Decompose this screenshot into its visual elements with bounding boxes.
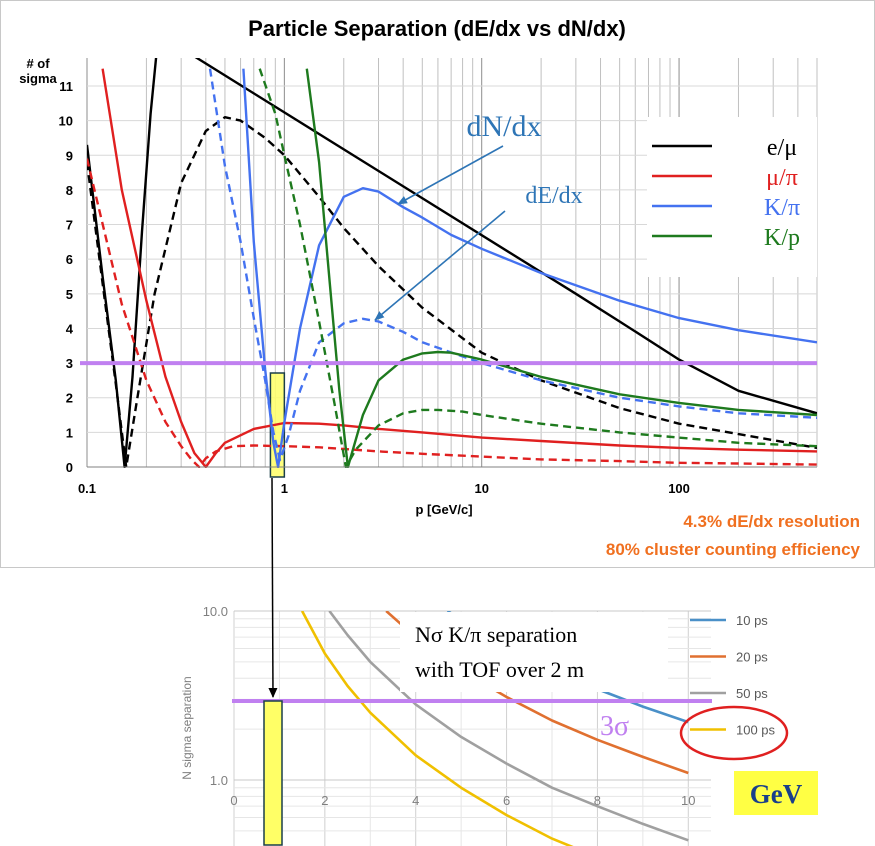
tof-x-tick-label: 0: [230, 793, 237, 808]
tof-annotation-line2: with TOF over 2 m: [415, 657, 584, 682]
tof-series-line: [300, 611, 574, 846]
x-tick-label: 1: [281, 481, 288, 496]
series-line: [208, 68, 817, 462]
x-tick-label: 10: [474, 481, 488, 496]
main-grid: [86, 58, 818, 468]
y-tick-label: 1: [66, 425, 73, 440]
series-line: [87, 158, 817, 468]
main-chart-panel: Particle Separation (dE/dx vs dN/dx) # o…: [0, 0, 875, 568]
tof-x-tick-label: 8: [594, 793, 601, 808]
y-tick-label: 3: [66, 356, 73, 371]
tof-legend-label: 100 ps: [736, 723, 776, 738]
tof-chart-panel: 1.0 10.0 0 2 4 6 8 10 N sigma separation Nσ K/π…: [180, 604, 818, 846]
x-axis-label: p [GeV/c]: [415, 502, 472, 517]
tof-x-tick-label: 4: [412, 793, 419, 808]
tof-y-axis-label: N sigma separation: [180, 676, 194, 779]
separation-curves: [87, 58, 817, 468]
resolution-note: 4.3% dE/dx resolution: [683, 512, 860, 531]
tof-x-tick-label: 6: [503, 793, 510, 808]
tof-legend-label: 20 ps: [736, 650, 768, 665]
tof-y-tick-label: 10.0: [203, 604, 228, 619]
tof-x-tick-label: 10: [681, 793, 695, 808]
three-sigma-label: 3σ: [600, 711, 629, 742]
legend-label: K/p: [764, 225, 800, 251]
tof-legend-label: 10 ps: [736, 613, 768, 628]
legend-box: [647, 117, 817, 277]
y-tick-label: 5: [66, 287, 73, 302]
y-tick-label: 10: [59, 114, 73, 129]
y-tick-label: 9: [66, 148, 73, 163]
main-tick-labels: 0 1 2 3 4 5 6 7 8 9 10 11 0.1 1 10 100: [59, 79, 690, 496]
dndx-annotation: dN/dx: [467, 110, 542, 143]
y-tick-label: 11: [59, 79, 73, 94]
series-line: [87, 116, 817, 468]
legend-label: K/π: [764, 195, 800, 221]
series-line: [87, 58, 817, 468]
series-line: [258, 68, 817, 468]
dndx-arrow: [397, 145, 504, 205]
legend: e/μ μ/π K/π K/p: [647, 117, 817, 277]
tof-legend-label: 50 ps: [736, 686, 768, 701]
y-tick-label: 8: [66, 183, 73, 198]
tof-x-tick-label: 2: [321, 793, 328, 808]
tof-annotation-line1: Nσ K/π separation: [415, 622, 577, 647]
y-axis-label-line1: # of: [26, 56, 50, 71]
connector-arrow: [268, 477, 278, 698]
y-tick-label: 2: [66, 391, 73, 406]
y-tick-label: 6: [66, 252, 73, 267]
dedx-annotation: dE/dx: [525, 183, 582, 209]
x-tick-label: 0.1: [78, 481, 96, 496]
tof-series-line: [328, 611, 689, 842]
y-tick-label: 0: [66, 460, 73, 475]
x-tick-label: 100: [668, 481, 690, 496]
main-chart-title: Particle Separation (dE/dx vs dN/dx): [248, 16, 626, 41]
highlight-circle: [679, 705, 789, 761]
legend-label: μ/π: [766, 165, 798, 191]
tof-tick-labels: 1.0 10.0 0 2 4 6 8 10: [203, 604, 696, 808]
legend-label: e/μ: [767, 135, 797, 161]
series-line: [242, 68, 817, 468]
tof-y-tick-label: 1.0: [210, 773, 228, 788]
tof-legend: 10 ps 20 ps 50 ps 100 ps: [690, 613, 776, 738]
tof-highlight-bar: [263, 700, 283, 846]
gev-label-box: [734, 771, 818, 815]
y-axis-label-line2: sigma: [19, 71, 57, 86]
y-tick-label: 4: [66, 321, 74, 336]
series-line: [305, 68, 817, 468]
efficiency-note: 80% cluster counting efficiency: [606, 540, 861, 559]
dedx-arrow: [374, 210, 506, 321]
gev-label: GeV: [750, 779, 803, 809]
tof-annotation-bg: [400, 612, 668, 692]
y-tick-label: 7: [66, 218, 73, 233]
